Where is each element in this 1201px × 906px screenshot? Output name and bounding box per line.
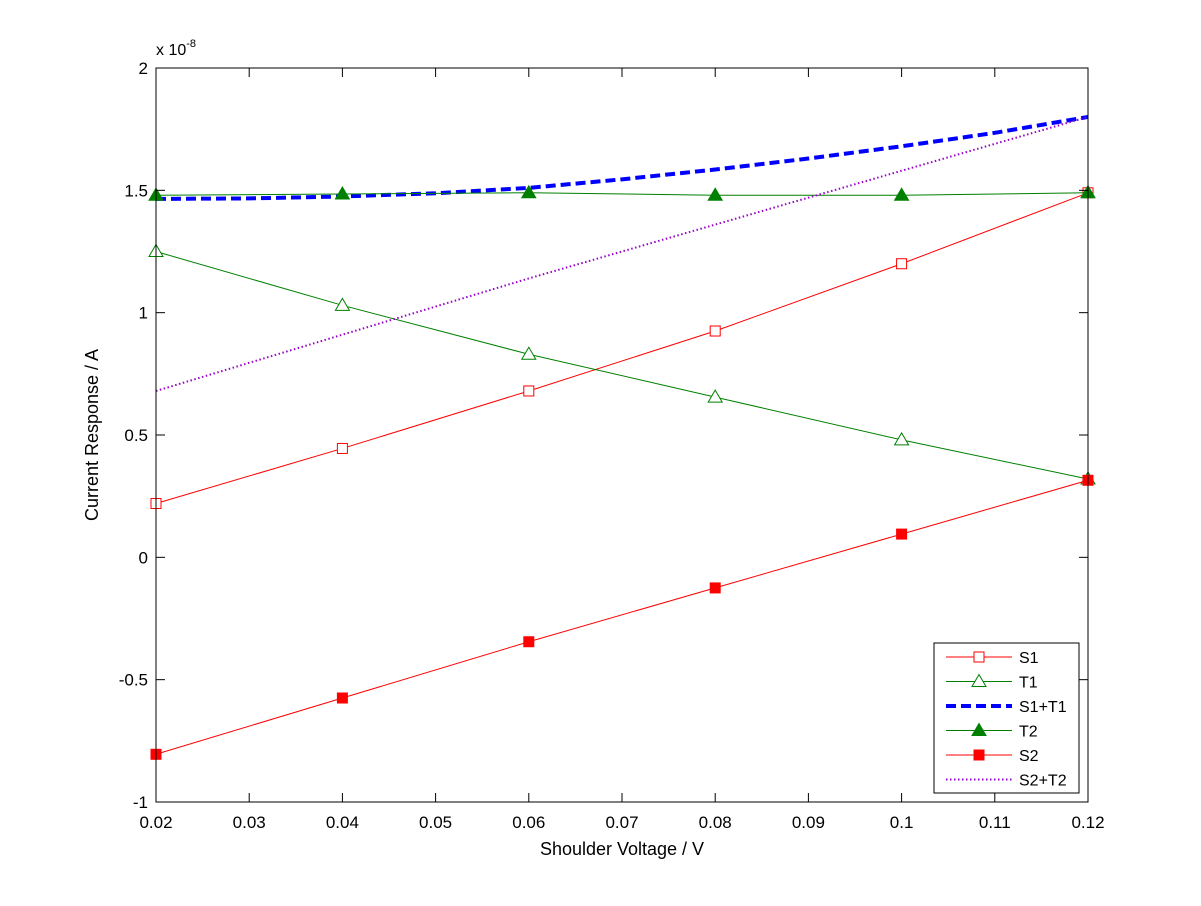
x-tick-label: 0.03 <box>233 813 266 832</box>
plot-area <box>156 68 1088 802</box>
data-point-t1 <box>334 297 351 311</box>
x-tick-label: 0.05 <box>419 813 452 832</box>
data-point-s1 <box>709 325 721 337</box>
y-tick-label: 1 <box>139 304 148 323</box>
x-tick-label: 0.02 <box>139 813 172 832</box>
legend-box <box>933 642 1080 794</box>
tick-layer: 0.02 0.03 0.04 0.05 0.06 0.07 0.08 0.09 0.1 0.11 0… <box>119 59 1105 832</box>
series-t1 <box>148 243 1096 485</box>
data-point-t2 <box>334 186 351 200</box>
data-point-s2 <box>896 528 908 540</box>
data-point-t2 <box>520 184 537 199</box>
legend-label-s1-t1: S1+T1 <box>1019 699 1067 716</box>
series-line-t2 <box>155 192 1089 196</box>
x-tick-label: 0.12 <box>1071 813 1104 832</box>
data-point-t1 <box>520 346 537 360</box>
series-line-s1 <box>155 192 1089 504</box>
y-tick-label: 1.5 <box>124 181 148 200</box>
x-tick-label: 0.04 <box>326 813 359 832</box>
data-point-t2 <box>893 187 910 201</box>
legend-label-s2: S2 <box>1019 748 1039 765</box>
y-tick-label: -1 <box>133 793 148 812</box>
y-exponent-base: x 10 <box>156 42 186 59</box>
legend-marker-s1 <box>973 651 985 663</box>
legend: S1 T1 S1+T1 T2 S2 S2+T2 <box>933 642 1080 794</box>
y-axis-label: Current Response / A <box>82 349 102 521</box>
series-line-s2 <box>155 479 1089 755</box>
legend-label-s2-t2: S2+T2 <box>1019 773 1067 790</box>
series-s1-t1 <box>155 114 1089 201</box>
legend-label-t2: T2 <box>1019 724 1038 741</box>
x-tick-label: 0.11 <box>979 813 1011 832</box>
x-tick-label: 0.06 <box>512 813 545 832</box>
x-axis-label: Shoulder Voltage / V <box>540 839 704 859</box>
series-line-s1-t1 <box>155 114 1089 201</box>
data-point-t2 <box>707 187 724 201</box>
x-tick-label: 0.08 <box>699 813 732 832</box>
x-tick-label: 0.07 <box>605 813 638 832</box>
data-point-s1 <box>896 258 908 270</box>
y-exponent-power: -8 <box>186 38 196 50</box>
data-point-s2 <box>336 692 348 704</box>
data-point-s2 <box>523 636 535 648</box>
data-point-s1 <box>523 385 535 397</box>
data-point-s2 <box>709 582 721 594</box>
x-tick-label: 0.1 <box>890 813 914 832</box>
legend-marker-s2 <box>973 749 985 761</box>
series-line-t1 <box>155 251 1089 480</box>
y-tick-label: -0.5 <box>119 671 148 690</box>
y-tick-label: 0.5 <box>124 426 148 445</box>
y-tick-label: 2 <box>139 59 148 78</box>
y-tick-label: 0 <box>139 548 148 567</box>
legend-marker-t2 <box>971 722 987 736</box>
data-point-t1 <box>707 389 724 403</box>
y-exponent-label: x 10-8 <box>156 38 196 59</box>
legend-label-t1: T1 <box>1019 675 1038 692</box>
legend-marker-t1 <box>971 673 987 687</box>
data-point-t1 <box>893 431 910 446</box>
x-tick-label: 0.09 <box>792 813 825 832</box>
legend-label-s1: S1 <box>1019 650 1039 667</box>
data-point-s1 <box>336 442 348 454</box>
